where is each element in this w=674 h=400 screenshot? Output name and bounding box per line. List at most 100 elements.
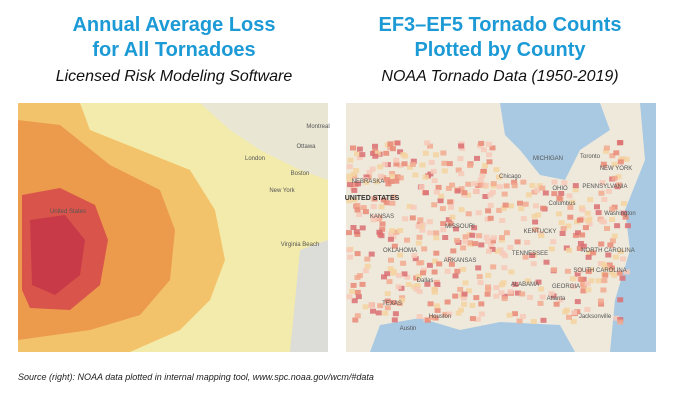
- county-cell: [571, 310, 578, 316]
- county-cell: [603, 148, 609, 154]
- county-cell: [519, 291, 526, 297]
- county-cell: [476, 274, 483, 280]
- county-cell: [609, 217, 616, 222]
- county-cell: [384, 177, 391, 183]
- county-cell: [604, 226, 610, 231]
- map-label: OHIO: [552, 186, 568, 192]
- county-cell: [431, 202, 438, 208]
- county-cell: [346, 230, 352, 236]
- county-cell: [346, 164, 353, 170]
- county-cell: [377, 164, 384, 170]
- county-cell: [378, 233, 385, 239]
- county-cell: [570, 319, 577, 325]
- county-cell: [599, 218, 605, 224]
- map-label: MISSOURI: [445, 224, 475, 230]
- county-cell: [487, 192, 494, 198]
- county-cell: [585, 268, 592, 274]
- map-label: KENTUCKY: [524, 229, 557, 235]
- map-label: TENNESSEE: [512, 251, 548, 257]
- county-cell: [572, 183, 579, 189]
- county-cell: [356, 155, 363, 161]
- county-cell: [533, 203, 539, 209]
- county-cell: [373, 214, 380, 220]
- county-cell: [601, 197, 608, 202]
- county-cell: [351, 298, 358, 304]
- county-cell: [524, 240, 531, 245]
- county-cell: [566, 247, 572, 253]
- county-cell: [458, 307, 464, 313]
- left-title: Annual Average Loss for All Tornadoes: [10, 13, 338, 63]
- county-cell: [469, 232, 476, 238]
- county-cell: [535, 279, 542, 285]
- county-cell: [409, 215, 416, 221]
- title-line: EF3–EF5 Tornado Counts: [378, 14, 622, 36]
- county-cell: [485, 272, 492, 278]
- county-cell: [496, 184, 503, 190]
- county-cell: [461, 190, 468, 196]
- county-cell: [388, 174, 395, 179]
- county-cell: [433, 152, 439, 158]
- map-label: SOUTH CAROLINA: [573, 268, 626, 274]
- county-cell: [507, 289, 514, 295]
- county-cell: [611, 161, 618, 167]
- county-cell: [415, 240, 422, 246]
- source-note: Source (right): NOAA data plotted in int…: [18, 372, 374, 382]
- county-cell: [383, 150, 390, 156]
- county-cell: [427, 301, 434, 307]
- county-cell: [350, 225, 357, 230]
- county-cell: [390, 300, 397, 306]
- map-label: MICHIGAN: [533, 156, 563, 162]
- county-cell: [529, 253, 536, 258]
- county-cell: [441, 160, 448, 166]
- county-cell: [460, 266, 467, 272]
- county-cell: [620, 256, 627, 262]
- county-cell: [556, 211, 562, 217]
- county-cell: [359, 225, 366, 231]
- map-label: ALABAMA: [511, 282, 539, 288]
- county-cell: [477, 280, 484, 286]
- county-cell: [352, 317, 359, 323]
- county-cell: [574, 271, 581, 277]
- county-cell: [410, 204, 417, 210]
- county-cell: [584, 307, 591, 312]
- county-cell: [624, 223, 631, 229]
- county-cell: [483, 234, 490, 240]
- county-cell: [605, 252, 612, 258]
- county-cell: [448, 261, 455, 267]
- county-cell: [415, 223, 422, 229]
- county-cell: [477, 177, 484, 183]
- county-cell: [354, 313, 361, 319]
- map-label: Jacksonville: [579, 314, 612, 320]
- county-cell: [454, 237, 460, 243]
- county-cell: [474, 155, 480, 161]
- map-label: Washington: [604, 211, 635, 217]
- county-cell: [501, 253, 508, 259]
- county-cell: [428, 159, 435, 165]
- right-map: [346, 103, 656, 352]
- county-cell: [558, 220, 565, 226]
- county-cell: [601, 278, 608, 284]
- county-cell: [439, 206, 446, 212]
- county-cell: [527, 294, 533, 300]
- county-cell: [397, 252, 404, 258]
- county-cell: [454, 188, 461, 194]
- county-cell: [485, 284, 491, 290]
- county-cell: [420, 270, 426, 276]
- county-cell: [524, 278, 531, 284]
- county-cell: [489, 145, 496, 151]
- county-cell: [473, 295, 480, 301]
- county-cell: [397, 149, 404, 155]
- county-cell: [601, 262, 607, 267]
- county-cell: [412, 172, 419, 178]
- county-cell: [346, 294, 353, 300]
- county-cell: [360, 205, 367, 211]
- map-label: United States: [50, 209, 86, 215]
- map-label: Dallas: [417, 278, 434, 284]
- county-cell: [615, 174, 622, 180]
- county-cell: [595, 210, 602, 216]
- county-cell: [584, 281, 591, 287]
- county-cell: [420, 267, 427, 273]
- county-cell: [364, 263, 371, 269]
- county-cell: [613, 150, 620, 156]
- county-cell: [364, 256, 371, 262]
